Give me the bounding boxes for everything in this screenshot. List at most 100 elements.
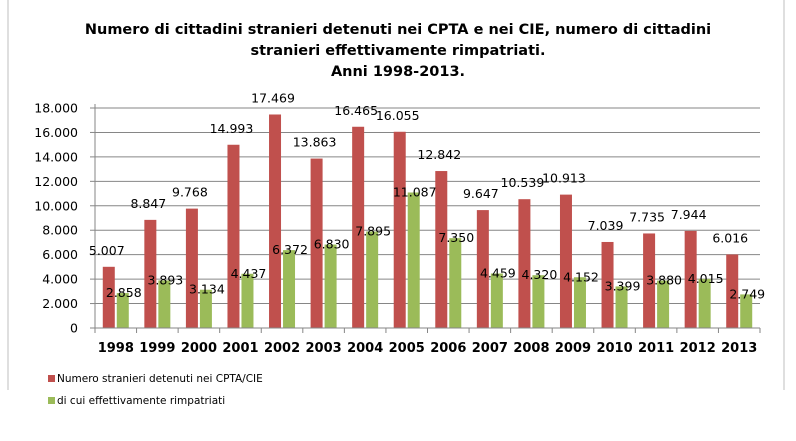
data-label-rimpatriati: 6.372 [272, 242, 308, 257]
data-label-rimpatriati: 4.437 [231, 266, 267, 281]
bar-rimpatriati [366, 231, 379, 328]
axes: 1998 1999 2000 2001 2002 2003 2004 2005 2006 2007… [94, 104, 761, 356]
y-tick-label: 0 [70, 321, 78, 336]
bar-rimpatriati [449, 238, 462, 328]
bar-detenuti [559, 194, 572, 328]
bar-rimpatriati [199, 289, 212, 328]
bar-rimpatriati [740, 294, 753, 328]
chart-title-line: Anni 1998-2013. [331, 64, 465, 80]
x-tick-label: 2003 [306, 341, 342, 356]
bar-detenuti [601, 241, 614, 328]
data-label-rimpatriati: 3.134 [189, 282, 225, 297]
chart-title-line: stranieri effettivamente rimpatriati. [251, 43, 546, 59]
data-label-rimpatriati: 4.015 [688, 271, 724, 286]
bar-detenuti [352, 126, 365, 328]
bar-rimpatriati [116, 293, 129, 328]
bar-rimpatriati [698, 278, 711, 328]
data-label-detenuti: 8.847 [130, 196, 166, 211]
bar-rimpatriati [532, 275, 545, 328]
data-label-rimpatriati: 4.320 [522, 267, 558, 282]
data-label-rimpatriati: 11.087 [393, 184, 437, 199]
bar-detenuti [726, 254, 739, 328]
y-tick-label: 18.000 [34, 101, 78, 116]
bar-detenuti [144, 219, 157, 328]
x-tick-label: 2000 [181, 341, 217, 356]
x-tick-label: 2002 [264, 341, 300, 356]
bar-detenuti [684, 230, 697, 328]
legend-swatch-detenuti [48, 375, 55, 382]
data-label-detenuti: 10.539 [501, 175, 545, 190]
x-tick-label: 1998 [98, 341, 134, 356]
chart-title-line: Numero di cittadini stranieri detenuti n… [85, 22, 711, 38]
x-tick-label: 2013 [721, 341, 757, 356]
data-label-detenuti: 6.016 [712, 230, 748, 245]
data-label-detenuti: 10.913 [542, 171, 586, 186]
bar-detenuti [393, 131, 406, 328]
bar-detenuti [476, 210, 489, 328]
data-label-detenuti: 12.842 [417, 147, 461, 162]
x-tick-label: 2012 [680, 341, 716, 356]
x-tick-label: 2009 [555, 341, 591, 356]
x-tick-label: 2011 [638, 341, 674, 356]
bar-detenuti [269, 114, 282, 329]
data-label-detenuti: 7.039 [588, 218, 624, 233]
x-tick-label: 2008 [513, 341, 549, 356]
y-tick-label: 2.000 [42, 296, 78, 311]
data-label-detenuti: 5.007 [89, 243, 125, 258]
data-label-rimpatriati: 7.350 [438, 230, 474, 245]
bar-rimpatriati [241, 273, 254, 328]
data-label-detenuti: 14.993 [210, 121, 254, 136]
y-tick-label: 12.000 [34, 174, 78, 189]
bar-detenuti [643, 233, 656, 328]
data-label-detenuti: 13.863 [293, 135, 337, 150]
data-label-detenuti: 17.469 [251, 90, 295, 105]
data-label-detenuti: 7.944 [671, 207, 707, 222]
x-tick-label: 2006 [430, 341, 466, 356]
legend-label-rimpatriati: di cui effettivamente rimpatriati [57, 395, 225, 407]
bar-rimpatriati [657, 280, 670, 328]
bars [102, 114, 753, 329]
bar-rimpatriati [324, 244, 337, 328]
chart-title: Numero di cittadini stranieri detenuti n… [85, 22, 711, 80]
bar-detenuti [310, 158, 323, 328]
bar-rimpatriati [407, 192, 420, 328]
y-tick-label: 4.000 [42, 272, 78, 287]
legend: Numero stranieri detenuti nei CPTA/CIE di… [48, 373, 263, 407]
bar-detenuti [102, 266, 115, 328]
y-tick-label: 10.000 [34, 198, 78, 213]
data-label-rimpatriati: 6.830 [314, 237, 350, 252]
data-label-rimpatriati: 4.459 [480, 266, 516, 281]
data-label-rimpatriati: 3.399 [605, 278, 641, 293]
data-label-detenuti: 7.735 [629, 209, 665, 224]
bar-rimpatriati [615, 286, 628, 328]
bar-detenuti [435, 171, 448, 328]
x-tick-label: 2007 [472, 341, 508, 356]
bar-detenuti [518, 199, 531, 328]
data-label-detenuti: 9.647 [463, 186, 499, 201]
legend-label-detenuti: Numero stranieri detenuti nei CPTA/CIE [57, 373, 263, 385]
x-tick-label: 2004 [347, 341, 383, 356]
y-tick-label: 14.000 [34, 149, 78, 164]
bar-detenuti [185, 208, 198, 328]
data-label-rimpatriati: 4.152 [563, 269, 599, 284]
data-label-rimpatriati: 2.749 [729, 286, 765, 301]
x-tick-label: 2005 [389, 341, 425, 356]
bar-rimpatriati [158, 280, 171, 328]
data-label-detenuti: 9.768 [172, 185, 208, 200]
x-tick-label: 2001 [222, 341, 258, 356]
data-labels: 5.007 2.858 8.847 3.893 9.768 3.134 14.993 4.43… [89, 90, 765, 301]
bar-rimpatriati [490, 273, 503, 328]
x-tick-label: 2010 [596, 341, 632, 356]
data-label-rimpatriati: 3.893 [147, 272, 183, 287]
bar-detenuti [227, 144, 240, 328]
legend-swatch-rimpatriati [48, 397, 55, 404]
data-label-rimpatriati: 3.880 [646, 273, 682, 288]
y-tick-label: 8.000 [42, 223, 78, 238]
data-label-rimpatriati: 2.858 [106, 285, 142, 300]
bar-rimpatriati [283, 250, 296, 328]
y-tick-label: 16.000 [34, 125, 78, 140]
data-label-rimpatriati: 7.895 [355, 224, 391, 239]
data-label-detenuti: 16.465 [334, 103, 378, 118]
